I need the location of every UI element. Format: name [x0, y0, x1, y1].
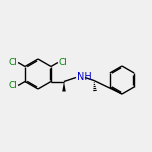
Polygon shape — [62, 81, 66, 92]
Text: Cl: Cl — [59, 58, 68, 67]
Text: Cl: Cl — [8, 58, 17, 67]
Text: Cl: Cl — [8, 81, 17, 90]
Text: NH: NH — [77, 73, 92, 83]
